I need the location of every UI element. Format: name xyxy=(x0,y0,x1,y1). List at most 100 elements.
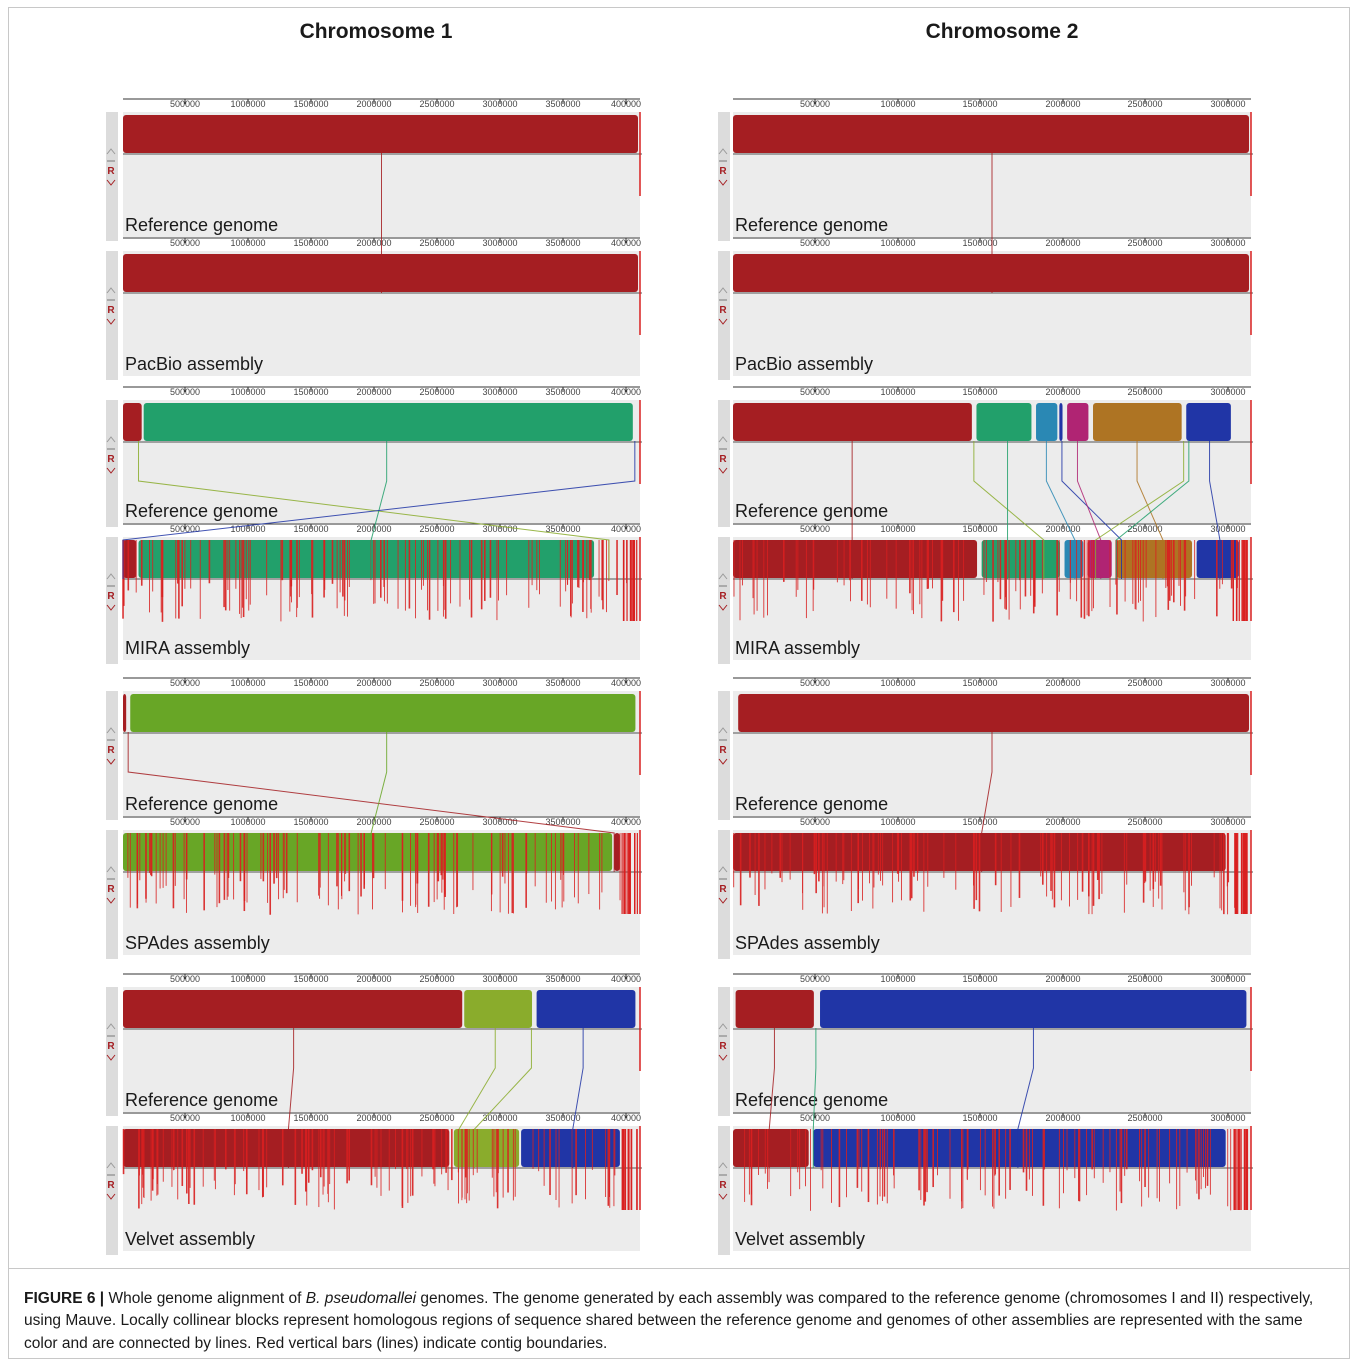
ruler-tick-label: 2500000 xyxy=(1127,678,1162,688)
ruler-tick-label: 500000 xyxy=(170,99,200,109)
ruler-tick-label: 2000000 xyxy=(356,238,391,248)
assembly-label: Velvet assembly xyxy=(125,1229,255,1249)
ruler-tick-label: 2500000 xyxy=(1127,99,1162,109)
scroll-up-icon xyxy=(106,436,116,443)
reference-genome-label: Reference genome xyxy=(125,794,278,814)
ruler-tick-label: 2500000 xyxy=(419,99,454,109)
ruler-tick-label: 3000000 xyxy=(1210,99,1245,109)
scroll-up-icon xyxy=(106,573,116,580)
lcb-block-red xyxy=(738,694,1249,732)
scroll-up-icon xyxy=(106,866,116,873)
reference-genome-label: Reference genome xyxy=(735,1090,888,1110)
ruler-tick-label: 2000000 xyxy=(1045,1113,1080,1123)
homology-link-olive xyxy=(138,441,610,579)
scroll-down-icon xyxy=(718,467,728,474)
ruler-tick-label: 3500000 xyxy=(545,524,580,534)
ruler-tick-label: 2500000 xyxy=(419,817,454,827)
lcb-block-red xyxy=(735,990,814,1028)
lcb-block-red xyxy=(733,115,1249,153)
ruler-tick-label: 2000000 xyxy=(1045,678,1080,688)
ruler-tick-label: 1500000 xyxy=(293,387,328,397)
ruler-tick-label: 1500000 xyxy=(962,99,997,109)
ruler-tick-label: 3500000 xyxy=(545,817,580,827)
side-strip xyxy=(106,112,118,241)
scroll-down-icon xyxy=(106,758,116,765)
ruler-tick-label: 2000000 xyxy=(356,678,391,688)
strand-marker-r: R xyxy=(107,1041,115,1052)
ruler-tick-label: 3000000 xyxy=(482,238,517,248)
ruler-tick-label: 2500000 xyxy=(1127,387,1162,397)
lcb-block-brown xyxy=(1093,403,1182,441)
ruler-tick-label: 500000 xyxy=(800,524,830,534)
ruler-tick-label: 1500000 xyxy=(293,99,328,109)
homology-link-blue xyxy=(1017,1028,1034,1168)
strand-marker-r: R xyxy=(107,305,115,316)
ruler-tick-label: 1500000 xyxy=(962,817,997,827)
lcb-block-blue xyxy=(1186,403,1231,441)
side-strip xyxy=(106,987,118,1116)
lcb-block-red xyxy=(614,833,620,871)
reference-genome-label: Reference genome xyxy=(125,215,278,235)
ruler-tick-label: 1500000 xyxy=(962,678,997,688)
ruler-tick-label: 3000000 xyxy=(1210,1113,1245,1123)
assembly-label: SPAdes assembly xyxy=(735,933,880,953)
ruler-tick-label: 2000000 xyxy=(1045,99,1080,109)
scroll-up-icon xyxy=(106,148,116,155)
assembly-label: MIRA assembly xyxy=(735,638,860,658)
ruler-tick-label: 400000 xyxy=(611,99,641,109)
homology-link-olive xyxy=(1095,441,1185,579)
side-strip xyxy=(718,251,730,380)
reference-genome-label: Reference genome xyxy=(735,794,888,814)
ruler-tick-label: 2000000 xyxy=(1045,817,1080,827)
figure-frame xyxy=(8,7,1350,1359)
side-strip xyxy=(718,400,730,527)
caption-text-1: Whole genome alignment of xyxy=(104,1290,306,1307)
ruler-tick-label: 400000 xyxy=(611,678,641,688)
side-strip xyxy=(718,1126,730,1255)
assembly-label: PacBio assembly xyxy=(125,354,263,374)
scroll-down-icon xyxy=(718,1193,728,1200)
strand-marker-r: R xyxy=(719,745,727,756)
ruler-tick-label: 500000 xyxy=(800,974,830,984)
homology-link-green xyxy=(1115,441,1190,579)
scroll-down-icon xyxy=(718,897,728,904)
ruler-tick-label: 3000000 xyxy=(482,99,517,109)
side-strip xyxy=(106,251,118,380)
lcb-block-red xyxy=(733,403,972,441)
lcb-block-blue xyxy=(813,1129,1226,1167)
homology-link-red xyxy=(768,1028,775,1168)
ruler-tick-label: 500000 xyxy=(800,387,830,397)
ruler-tick-label: 2000000 xyxy=(1045,524,1080,534)
homology-link-brown xyxy=(1136,441,1164,579)
scroll-down-icon xyxy=(718,179,728,186)
lcb-block-red xyxy=(123,1129,450,1167)
ruler-tick-label: 3500000 xyxy=(545,387,580,397)
assembly-label: PacBio assembly xyxy=(735,354,873,374)
side-strip xyxy=(718,112,730,241)
ruler-tick-label: 1500000 xyxy=(293,1113,328,1123)
ruler-tick-label: 1500000 xyxy=(962,238,997,248)
scroll-up-icon xyxy=(718,1023,728,1030)
scroll-up-icon xyxy=(106,727,116,734)
ruler-tick-label: 400000 xyxy=(611,974,641,984)
ruler-tick-label: 2000000 xyxy=(356,99,391,109)
lcb-block-lime xyxy=(130,694,636,732)
lcb-block-red xyxy=(123,990,463,1028)
ruler-tick-label: 500000 xyxy=(170,1113,200,1123)
reference-genome-label: Reference genome xyxy=(125,501,278,521)
assembly-label: MIRA assembly xyxy=(125,638,250,658)
lcb-block-blue xyxy=(521,1129,620,1167)
ruler-tick-label: 500000 xyxy=(800,817,830,827)
ruler-tick-label: 1000000 xyxy=(880,99,915,109)
scroll-up-icon xyxy=(718,727,728,734)
scroll-down-icon xyxy=(106,179,116,186)
ruler-tick-label: 1500000 xyxy=(962,974,997,984)
caption-species: B. pseudomallei xyxy=(305,1290,417,1307)
strand-marker-r: R xyxy=(107,1180,115,1191)
lcb-block-red xyxy=(123,403,142,441)
homology-link-olive xyxy=(458,1028,496,1168)
ruler-tick-label: 3000000 xyxy=(1210,678,1245,688)
ruler-tick-label: 1500000 xyxy=(293,974,328,984)
strand-marker-r: R xyxy=(107,454,115,465)
